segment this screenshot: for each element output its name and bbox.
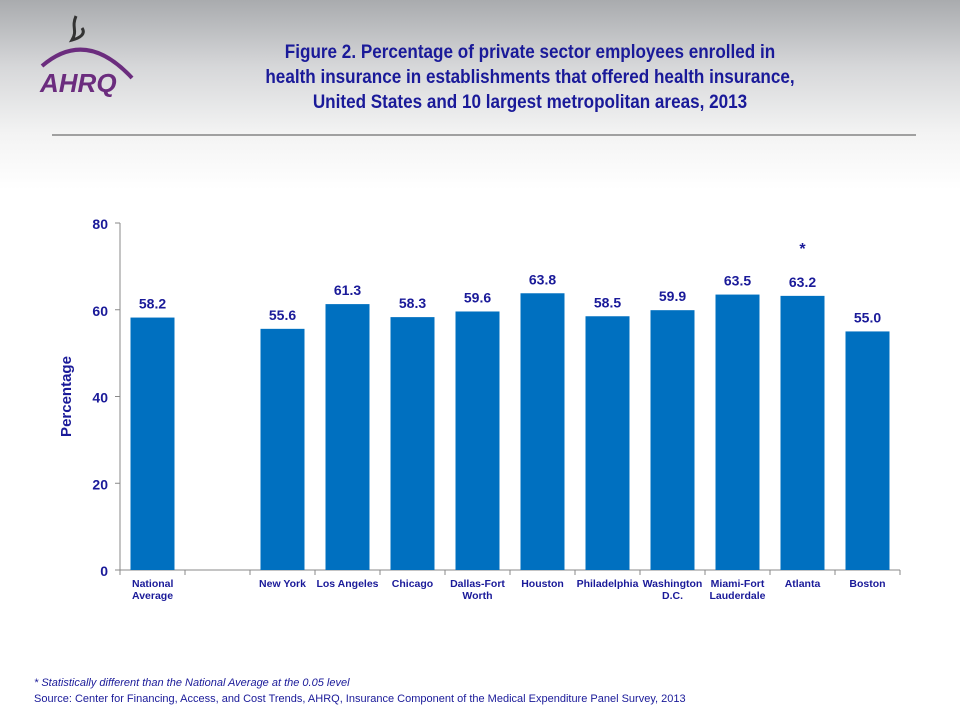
bar (130, 317, 175, 570)
data-label: 63.8 (529, 271, 556, 287)
x-tick-label: Atlanta (785, 578, 821, 590)
data-label: 58.5 (594, 294, 621, 310)
divider (52, 134, 916, 136)
bar (390, 317, 435, 570)
x-tick-label: Los Angeles (316, 578, 378, 590)
ahrq-logo: AHRQ (36, 8, 146, 103)
x-tick-label: D.C. (662, 590, 683, 602)
bar (455, 311, 500, 570)
bar (715, 294, 760, 570)
bar (585, 316, 630, 570)
data-label: 55.6 (269, 307, 296, 323)
x-tick-label: Worth (462, 590, 492, 602)
x-tick-label: National (132, 578, 174, 590)
bar (325, 304, 370, 570)
y-tick-label: 60 (92, 303, 108, 319)
x-tick-label: Average (132, 590, 173, 602)
x-tick-label: New York (259, 578, 306, 590)
title-line: United States and 10 largest metropolita… (312, 92, 748, 113)
data-label: 58.3 (399, 295, 426, 311)
bar (260, 328, 305, 570)
y-tick-label: 0 (100, 563, 108, 579)
bar (520, 293, 565, 570)
title-line: Figure 2. Percentage of private sector e… (284, 42, 776, 63)
source-note: Source: Center for Financing, Access, an… (34, 693, 686, 705)
bar (845, 331, 890, 570)
x-tick-label: Philadelphia (577, 578, 639, 590)
data-label: 63.2 (789, 274, 816, 290)
data-label: 61.3 (334, 282, 361, 298)
data-label: 55.0 (854, 309, 881, 325)
data-label: 59.6 (464, 289, 491, 305)
x-tick-label: Miami-Fort (711, 578, 765, 590)
y-tick-label: 20 (92, 476, 108, 492)
x-tick-label: Dallas-Fort (450, 578, 505, 590)
svg-text:AHRQ: AHRQ (39, 68, 117, 98)
bar (650, 310, 695, 570)
title-line: health insurance in establishments that … (265, 67, 795, 88)
data-label: 58.2 (139, 296, 166, 312)
bar (780, 295, 825, 570)
data-label: 63.5 (724, 273, 751, 289)
header-background (0, 0, 960, 190)
x-tick-label: Houston (521, 578, 564, 590)
x-tick-label: Chicago (392, 578, 433, 590)
y-axis-label: Percentage (58, 356, 75, 437)
y-tick-label: 80 (92, 216, 108, 232)
x-tick-label: Washington (643, 578, 703, 590)
y-tick-label: 40 (92, 390, 108, 406)
x-tick-label: Lauderdale (709, 590, 765, 602)
significance-marker: * (799, 241, 806, 258)
x-tick-label: Boston (849, 578, 885, 590)
footnote: * Statistically different than the Natio… (34, 677, 350, 689)
chart-title: Figure 2. Percentage of private sector e… (206, 40, 854, 115)
data-label: 59.9 (659, 288, 686, 304)
